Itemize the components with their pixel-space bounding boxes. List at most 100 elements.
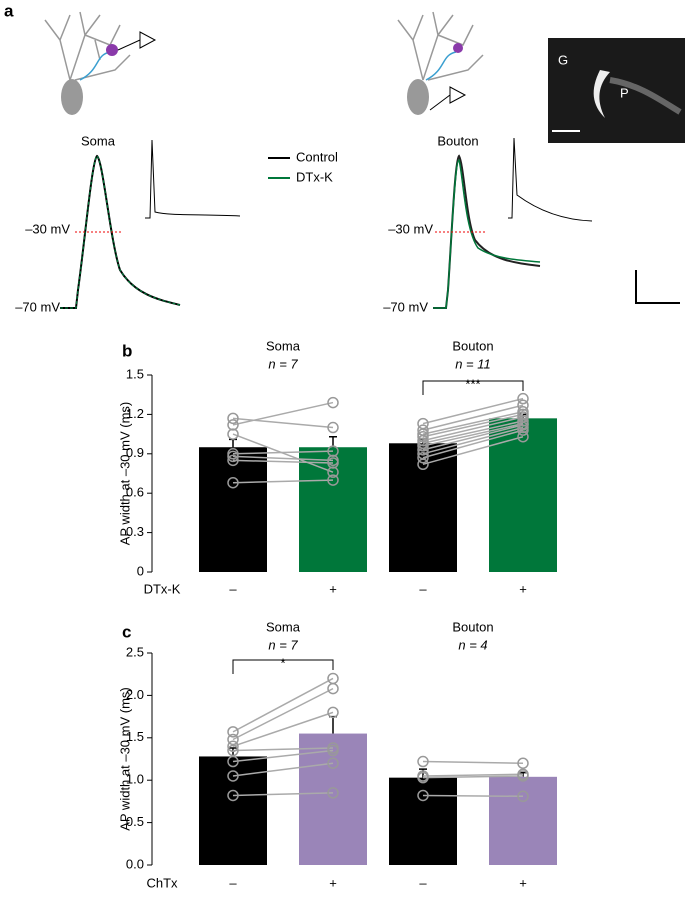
group-title: Bouton [452,619,493,634]
pair-line [232,401,334,426]
y-tick-label: 1.5 [126,366,144,381]
pair-point [227,428,239,440]
pair-point [227,755,239,768]
interneuron-icon [453,43,463,53]
category-label: – [419,581,427,596]
y-tick-label: 2.5 [126,644,144,659]
bar [199,447,267,572]
group-title: Bouton [452,338,493,353]
error-bar [229,438,237,448]
inset-trace [145,139,241,219]
inset-trace [508,137,593,222]
category-label: – [229,875,237,890]
pair-line [422,436,524,466]
y-tick-label: 2.0 [126,687,144,702]
pair-point [517,757,529,769]
pair-point [227,419,239,431]
pair-point [227,744,239,757]
y-tick-label: 1.5 [126,729,144,744]
condition-label: ChTx [146,875,178,890]
pair-line [422,429,524,459]
pair-point [327,445,339,457]
pair-line [232,749,334,763]
micrograph-cell [593,70,610,118]
bar [489,418,557,572]
pair-point [227,740,239,753]
pair-point [227,726,239,738]
y-tick-label: 0.6 [126,485,144,500]
pair-point [417,789,429,802]
pair-point [417,430,429,443]
group-title: Soma [266,338,301,353]
level-label: –30 mV [388,221,433,236]
pair-line [422,773,524,777]
soma-icon [407,79,429,115]
pair-point [327,682,339,695]
pair-point [417,458,429,471]
pair-line [422,426,524,455]
pair-line [422,413,524,438]
group-title: Soma [266,619,301,634]
trace-title: Bouton [437,133,478,148]
trace-dtx [60,155,181,309]
pair-point [517,392,529,405]
pair-point [327,421,339,434]
category-label: – [419,875,427,890]
pair-line [422,775,524,779]
electrode [429,86,467,111]
pair-line [422,416,524,442]
pair-point [517,399,529,411]
pair-point [417,755,429,768]
category-label: – [229,581,237,596]
y-tick-label: 0.3 [126,524,144,539]
image-label: G [558,52,568,67]
panel-label: c [122,622,131,641]
pair-point [227,454,239,467]
soma-icon [61,79,83,115]
pair-line [232,417,334,429]
pair-point [227,733,239,746]
electrode [117,31,157,51]
pair-point [327,706,339,719]
pair-point [327,466,339,478]
y-axis-label: AP width at –30 mV (ms) [117,402,132,546]
trace-title: Soma [81,133,116,148]
pair-line [232,747,334,752]
axon [425,51,457,81]
panel-label: b [122,341,132,360]
error-bar [329,715,337,734]
significance-label: * [280,655,285,670]
panel-label: a [4,1,14,20]
group-n: n = 4 [458,637,487,652]
pair-point [327,396,339,409]
pair-line [232,459,334,464]
group-n: n = 11 [455,356,491,371]
y-tick-label: 0.5 [126,814,144,829]
pair-point [417,771,429,784]
legend-label: DTx-K [296,169,333,184]
significance-label: *** [465,376,480,391]
level-label: –30 mV [25,221,70,236]
bar [389,443,457,572]
pair-line [232,450,334,455]
pair-point [227,770,239,782]
bar [489,776,557,865]
pair-point [417,444,429,456]
pair-line [422,760,524,764]
pair-point [327,744,339,757]
interneuron-icon [106,44,118,56]
level-label: –70 mV [383,299,428,314]
pair-point [227,476,239,489]
pair-point [417,440,429,452]
pair-line [422,411,524,435]
pair-point [227,412,239,425]
bar [389,777,457,865]
pair-line [232,455,334,462]
pair-line [422,422,524,447]
pair-point [327,787,339,799]
pair-line [422,397,524,425]
category-label: + [519,875,527,890]
pair-point [417,451,429,464]
y-tick-label: 1.0 [126,772,144,787]
y-tick-label: 0.0 [126,856,144,871]
